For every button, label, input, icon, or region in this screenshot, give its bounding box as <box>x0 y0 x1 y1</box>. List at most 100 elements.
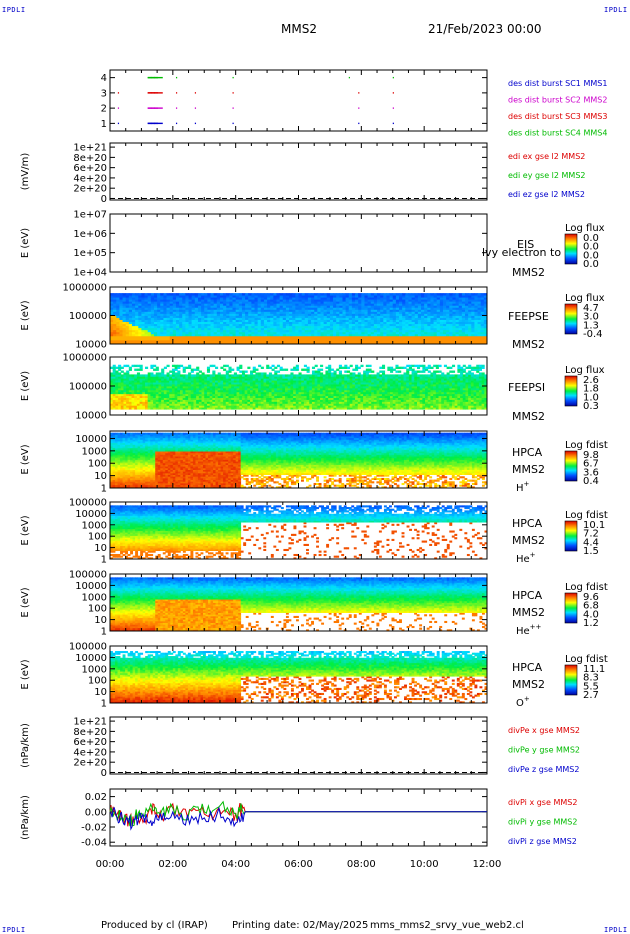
colorbar-tick-label: 5.5 <box>583 681 599 692</box>
species-label: O+ <box>516 695 530 709</box>
colorbar-tick-label: 10.1 <box>583 520 605 531</box>
y-tick-label: 1 <box>101 627 107 638</box>
colorbar-hpca-heplus <box>564 520 578 552</box>
legend-label: des dist burst SC3 MMS3 <box>508 112 607 121</box>
legend-label: edi ex gse l2 MMS2 <box>508 152 585 161</box>
y-tick-label: 1e+06 <box>73 229 107 240</box>
footer-printing-date: Printing date: 02/May/2025 <box>232 920 368 931</box>
instrument-label: FEEPSI <box>508 381 545 394</box>
corner-label-br: IPDLI <box>604 926 628 934</box>
y-tick-label: 10000 <box>75 434 107 445</box>
colorbar-title: Log flux <box>565 365 605 376</box>
y-tick-label: 0 <box>101 194 107 205</box>
y-tick-label: 10 <box>94 687 107 698</box>
y-tick-label: 6e+20 <box>73 737 107 748</box>
instrument-label: HPCA <box>512 661 543 674</box>
y-tick-label: 1 <box>101 555 107 566</box>
y-tick-label: 10000 <box>75 653 107 664</box>
legend-label: divPi z gse MMS2 <box>508 837 577 846</box>
divpi-series-line <box>109 800 487 827</box>
colorbar-tick-label: 0.4 <box>583 476 599 487</box>
x-tick-label: 10:00 <box>410 859 439 870</box>
y-tick-label: 0.00 <box>85 807 107 818</box>
colorbar-tick-label: 9.6 <box>583 592 599 603</box>
colorbar-tick-label: 4.7 <box>583 303 599 314</box>
spacecraft-label: MMS2 <box>512 266 545 279</box>
footer-produced: Produced by cl (IRAP) <box>101 920 208 931</box>
y-axis-label: E (eV) <box>20 444 31 474</box>
y-axis-label: E (eV) <box>20 659 31 689</box>
legend-label: edi ey gse l2 MMS2 <box>508 171 586 180</box>
spectrogram-feepsi <box>110 364 488 410</box>
y-tick-label: 2e+20 <box>73 184 107 195</box>
colorbar-feepsi <box>564 375 578 407</box>
colorbar-tick-label: 2.7 <box>583 690 599 701</box>
colorbar-tick-label: 7.2 <box>583 529 599 540</box>
y-tick-label: 10000 <box>75 411 107 422</box>
overlay-label: lvy electron to <box>482 246 561 259</box>
instrument-label: HPCA <box>512 517 543 530</box>
colorbar-tick-label: 1.5 <box>583 546 599 557</box>
y-tick-label: 1 <box>101 699 107 710</box>
x-tick-label: 08:00 <box>347 859 376 870</box>
y-axis-label: E (eV) <box>20 515 31 545</box>
spectrogram-feepse <box>110 293 488 345</box>
legend-label: divPe z gse MMS2 <box>508 765 579 774</box>
y-tick-label: 1e+05 <box>73 248 107 259</box>
y-tick-label: 1000000 <box>62 283 107 294</box>
colorbar-tick-label: -0.4 <box>583 329 603 340</box>
y-tick-label: 1000 <box>82 664 107 675</box>
colorbar-tick-label: 0.0 <box>583 242 599 253</box>
corner-label-tr: IPDLI <box>604 6 628 14</box>
y-tick-label: 100 <box>88 604 107 615</box>
y-tick-label: 1 <box>101 484 107 495</box>
colorbar-tick-label: 1.8 <box>583 384 599 395</box>
y-axis-label: E (eV) <box>20 371 31 401</box>
spectrogram-hpca-oplus <box>110 651 488 704</box>
colorbar-hpca-oplus <box>564 664 578 696</box>
spectrogram-hpca-heplusplus <box>110 577 488 632</box>
y-tick-label: 1e+21 <box>73 717 107 728</box>
y-tick-label: 1000000 <box>62 353 107 364</box>
y-tick-label: 100 <box>88 676 107 687</box>
y-tick-label: 1000 <box>82 592 107 603</box>
x-tick-label: 02:00 <box>158 859 187 870</box>
spacecraft-label: MMS2 <box>512 678 545 691</box>
colorbar-tick-label: 6.7 <box>583 459 599 470</box>
page-title: MMS2 <box>281 22 317 36</box>
colorbar-title: Log fdist <box>565 654 608 665</box>
colorbar-title: Log fdist <box>565 440 608 451</box>
legend-label: des dist burst SC1 MMS1 <box>508 79 607 88</box>
y-tick-label: 0.02 <box>85 792 107 803</box>
colorbar-title: Log flux <box>565 223 605 234</box>
y-axis-label: (nPa/km) <box>20 723 31 768</box>
colorbar-tick-label: 0.3 <box>583 401 599 412</box>
y-tick-label: 2 <box>101 104 107 115</box>
y-tick-label: -0.02 <box>81 823 107 834</box>
y-tick-label: 4 <box>101 73 107 84</box>
spectrogram-hpca-h <box>110 432 488 489</box>
corner-label-bl: IPDLI <box>2 926 26 934</box>
x-tick-label: 00:00 <box>96 859 125 870</box>
instrument-label: EIS <box>517 238 534 251</box>
colorbar-tick-label: 0.0 <box>583 250 599 261</box>
panel-burst-frame <box>109 69 488 132</box>
y-tick-label: 100 <box>88 532 107 543</box>
page-date: 21/Feb/2023 00:00 <box>428 22 542 36</box>
y-tick-label: 10000 <box>75 581 107 592</box>
species-label: He+ <box>516 551 536 565</box>
colorbar-tick-label: 1.3 <box>583 320 599 331</box>
x-tick-label: 04:00 <box>221 859 250 870</box>
colorbar-tick-label: 2.6 <box>583 375 599 386</box>
species-label: He++ <box>516 623 542 637</box>
y-axis-label: (mV/m) <box>20 153 31 191</box>
y-tick-label: 1e+21 <box>73 143 107 154</box>
instrument-label: FEEPSE <box>508 310 549 323</box>
corner-label-tl: IPDLI <box>2 6 26 14</box>
instrument-label: HPCA <box>512 589 543 602</box>
spacecraft-label: MMS2 <box>512 463 545 476</box>
y-tick-label: 10 <box>94 471 107 482</box>
y-tick-label: 1000 <box>82 520 107 531</box>
instrument-label: HPCA <box>512 446 543 459</box>
